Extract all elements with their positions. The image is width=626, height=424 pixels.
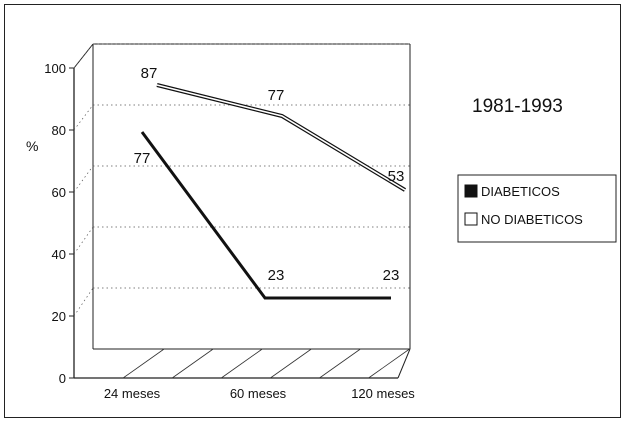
data-label-diabeticos: 23	[383, 267, 400, 284]
chart-legend: DIABETICOS NO DIABETICOS	[457, 174, 617, 243]
x-tick-label: 120 meses	[351, 386, 415, 401]
series-no-diabeticos-line	[156, 84, 406, 191]
legend-label-no-diabeticos: NO DIABETICOS	[481, 212, 583, 227]
x-tick-labels: 24 meses 60 meses 120 meses	[104, 386, 415, 401]
side-gridline	[73, 104, 94, 131]
side-gridline	[73, 287, 94, 317]
y-tick-label: 40	[52, 247, 66, 262]
legend-box	[457, 174, 617, 243]
x-tick-label: 24 meses	[104, 386, 161, 401]
data-label-diabeticos: 23	[268, 267, 285, 284]
y-tick-label: 80	[52, 123, 66, 138]
side-gridline	[73, 165, 94, 193]
floor-hatch-line	[221, 348, 263, 379]
legend-swatch-no-diabeticos	[464, 212, 478, 226]
y-tick-label: 20	[52, 309, 66, 324]
y-tick-labels: 0 20 40 60 80 100	[44, 61, 66, 386]
data-label-no-diabeticos: 77	[268, 87, 285, 104]
side-gridline	[73, 226, 94, 255]
floor-hatch-line	[122, 348, 165, 379]
y-tick-label: 60	[52, 185, 66, 200]
chart-grid	[73, 43, 410, 317]
data-label-diabeticos: 77	[134, 150, 151, 167]
floor-hatch-line	[270, 348, 312, 379]
floor-hatch-line	[319, 348, 361, 379]
floor-hatch-line	[368, 348, 410, 379]
side-gridline	[73, 43, 94, 69]
legend-swatch-diabeticos	[464, 184, 478, 198]
series-diabeticos-line	[140, 131, 391, 300]
y-tick-label: 0	[59, 371, 66, 386]
floor-hatch-line	[171, 348, 214, 379]
chart-series	[140, 83, 407, 300]
legend-label-diabeticos: DIABETICOS	[481, 184, 560, 199]
y-tick-label: 100	[44, 61, 66, 76]
data-label-no-diabeticos: 87	[141, 65, 158, 82]
chart-axes	[69, 43, 411, 379]
x-tick-label: 60 meses	[230, 386, 287, 401]
data-label-no-diabeticos: 53	[388, 168, 405, 185]
data-labels: 87 77 53 77 23 23	[134, 65, 405, 284]
chart-title: 1981-1993	[472, 96, 563, 117]
y-axis-label: %	[26, 138, 38, 154]
floor-right-edge	[397, 348, 411, 379]
